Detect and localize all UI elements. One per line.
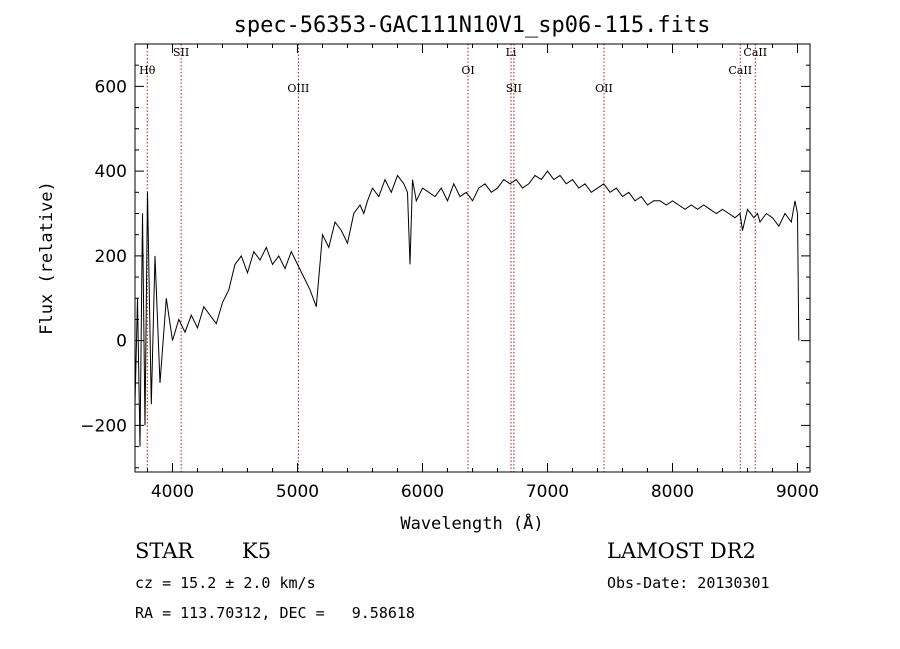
obs-date-text: Obs-Date: 20130301 (607, 574, 770, 592)
y-axis-ticks: −200 0 200 400 600 (80, 43, 810, 469)
y-tick-label: 0 (116, 332, 127, 352)
spectral-line-label: Hθ (139, 64, 156, 77)
y-tick-label: 600 (95, 77, 127, 97)
spectral-line-label: CaII (728, 64, 752, 77)
object-subclass: K5 (242, 539, 272, 563)
x-tick-label: 5000 (276, 482, 319, 502)
x-tick-label: 7000 (526, 482, 569, 502)
x-tick-label: 6000 (401, 482, 444, 502)
spectrum-line (134, 170, 800, 447)
y-axis-label: Flux (relative) (37, 181, 57, 335)
coordinates-text: RA = 113.70312, DEC = 9.58618 (135, 604, 415, 622)
x-axis-label: Wavelength (Å) (400, 512, 543, 534)
object-class: STAR (135, 539, 194, 563)
chart-title: spec-56353-GAC111N10V1_sp06-115.fits (234, 13, 711, 38)
y-tick-label: −200 (80, 416, 127, 436)
x-tick-label: 8000 (651, 482, 694, 502)
x-tick-label: 9000 (776, 482, 819, 502)
spectral-line-label: SII (506, 82, 522, 95)
spectral-line-label: CaII (743, 46, 767, 59)
spectral-line-label: OIII (287, 82, 309, 95)
spectral-line-label: OI (461, 64, 474, 77)
spectral-line-label: SII (173, 46, 189, 59)
survey-name: LAMOST DR2 (607, 539, 756, 563)
spectral-line-label: Li (506, 46, 517, 59)
spectral-line-label: OII (595, 82, 613, 95)
plot-frame (134, 43, 811, 473)
x-axis-ticks: 4000 5000 6000 7000 8000 9000 (147, 44, 819, 502)
y-tick-label: 200 (95, 247, 127, 267)
x-tick-label: 4000 (151, 482, 194, 502)
y-tick-label: 400 (95, 162, 127, 182)
spectral-line-markers: Hθ SII OIII OI Li SII OII CaII CaII (139, 44, 767, 472)
redshift-text: cz = 15.2 ± 2.0 km/s (135, 574, 316, 592)
